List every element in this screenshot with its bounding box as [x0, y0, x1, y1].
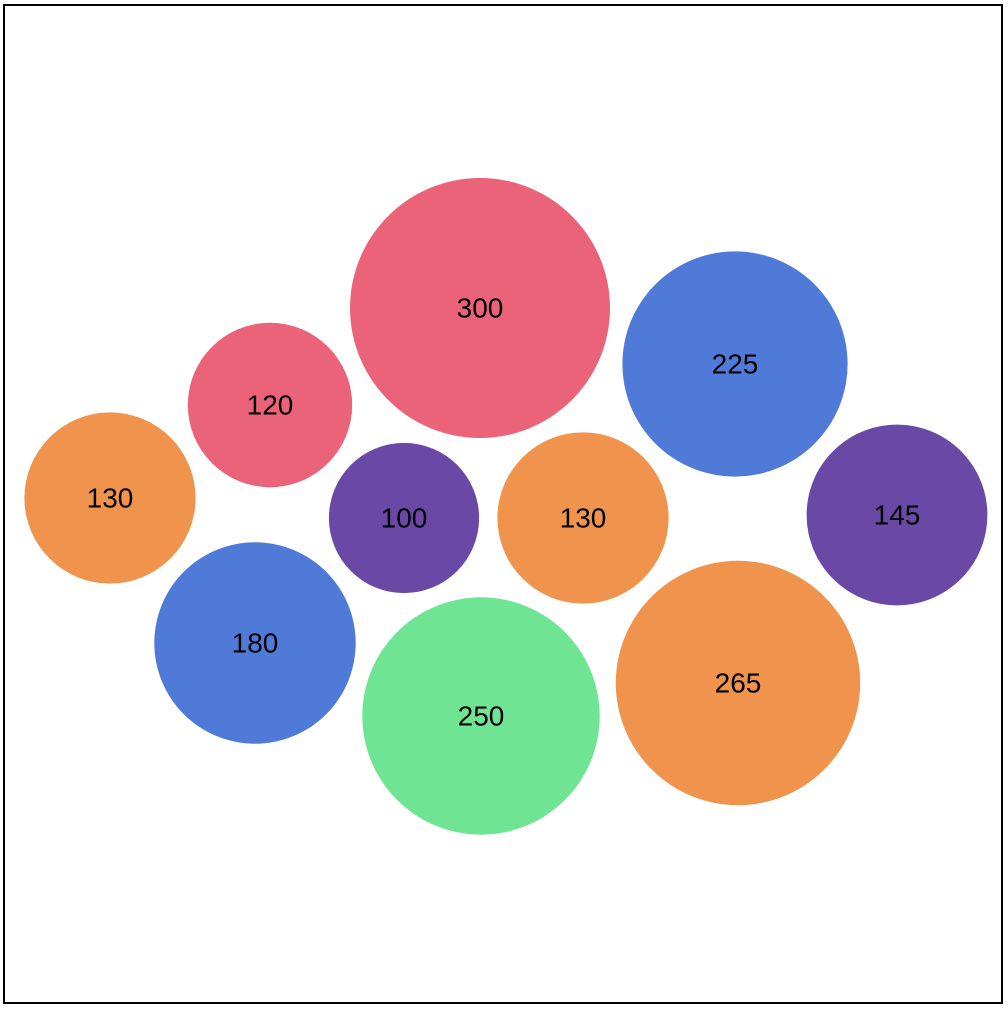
bubble-7: 180: [154, 542, 356, 744]
bubble-value-label: 130: [87, 483, 134, 514]
bubble-circle: [615, 560, 861, 806]
bubble-value-label: 250: [458, 701, 505, 732]
bubble-circle: [24, 412, 196, 584]
bubble-circle: [806, 424, 988, 606]
bubble-circle: [187, 322, 353, 488]
bubble-circle: [350, 178, 610, 438]
bubble-value-label: 225: [712, 349, 759, 380]
bubble-circle: [328, 442, 480, 594]
chart-frame: 130 120 300 225 100 130 145 180 250 265: [3, 4, 1003, 1004]
bubble-circle: [362, 597, 600, 835]
bubble-value-label: 120: [247, 390, 294, 421]
bubble-circle: [497, 432, 669, 604]
bubble-circle: [154, 542, 356, 744]
bubble-8: 250: [362, 597, 600, 835]
bubble-5: 130: [497, 432, 669, 604]
bubble-value-label: 180: [232, 628, 279, 659]
bubble-circle: [622, 251, 848, 477]
bubble-value-label: 145: [874, 500, 921, 531]
bubble-chart: 130 120 300 225 100 130 145 180 250 265: [24, 178, 988, 835]
bubble-0: 130: [24, 412, 196, 584]
bubble-value-label: 300: [457, 293, 504, 324]
bubble-9: 265: [615, 560, 861, 806]
bubble-3: 225: [622, 251, 848, 477]
bubble-value-label: 265: [715, 668, 762, 699]
bubble-value-label: 130: [560, 503, 607, 534]
bubble-2: 300: [350, 178, 610, 438]
bubble-6: 145: [806, 424, 988, 606]
bubble-value-label: 100: [381, 503, 428, 534]
bubble-1: 120: [187, 322, 353, 488]
bubble-4: 100: [328, 442, 480, 594]
